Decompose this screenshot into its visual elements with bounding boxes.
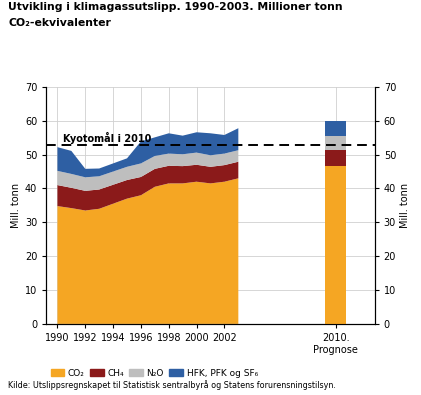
Bar [325,166,346,324]
Text: Kyotomål i 2010: Kyotomål i 2010 [63,132,152,144]
Legend: CO₂, CH₄, N₂O, HFK, PFK og SF₆: CO₂, CH₄, N₂O, HFK, PFK og SF₆ [51,369,258,378]
Y-axis label: Mill. tonn: Mill. tonn [11,183,21,228]
Text: Utvikling i klimagassutslipp. 1990-2003. Millioner tonn: Utvikling i klimagassutslipp. 1990-2003.… [8,2,343,12]
Y-axis label: Mill. tonn: Mill. tonn [400,183,410,228]
Bar [325,150,346,166]
Text: CO₂-ekvivalenter: CO₂-ekvivalenter [8,18,111,28]
Bar [325,136,346,150]
Text: Kilde: Utslippsregnskapet til Statistisk sentralbyrå og Statens forurensningstil: Kilde: Utslippsregnskapet til Statistisk… [8,380,336,390]
Bar [325,121,346,136]
